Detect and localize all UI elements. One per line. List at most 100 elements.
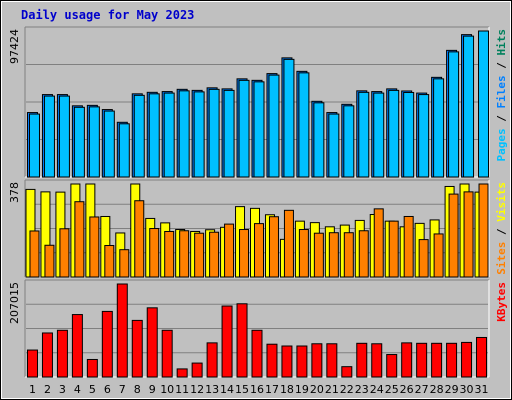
day-label-14: 14 (220, 383, 234, 396)
right-labels: Pages / Files / Hits Sites / Visits KBytes (495, 29, 508, 322)
bar-pages-day-27 (418, 94, 430, 178)
bar-pages-day-16 (253, 81, 265, 178)
bar-sites-day-7 (119, 249, 130, 278)
bar-kbytes-day-31 (476, 336, 488, 378)
bar-pages-day-29 (448, 51, 460, 178)
bar-pages-day-24 (373, 92, 385, 178)
panel-hits: 97424 (8, 26, 490, 178)
bar-kbytes-day-10 (161, 329, 173, 378)
day-label-15: 15 (235, 383, 249, 396)
bar-sites-day-18 (283, 209, 294, 278)
bar-kbytes-day-2 (41, 332, 53, 378)
bar-sites-day-19 (298, 229, 309, 278)
bar-sites-day-15 (239, 229, 250, 278)
bar-sites-day-4 (74, 201, 85, 278)
bar-sites-day-23 (358, 230, 369, 278)
bar-pages-day-10 (163, 92, 175, 178)
legend-part-visits: Visits (495, 182, 508, 222)
bar-kbytes-day-8 (131, 319, 143, 378)
bar-sites-day-13 (209, 231, 220, 278)
day-label-25: 25 (385, 383, 399, 396)
day-label-5: 5 (89, 383, 96, 396)
bar-pages-day-20 (313, 102, 325, 178)
day-label-6: 6 (104, 383, 111, 396)
day-label-26: 26 (400, 383, 414, 396)
panel-visits: 378 (8, 179, 490, 278)
bar-pages-day-18 (283, 58, 295, 178)
day-label-21: 21 (325, 383, 339, 396)
day-label-23: 23 (355, 383, 369, 396)
bar-kbytes-day-25 (386, 354, 398, 378)
bar-pages-day-31 (478, 30, 490, 178)
bar-kbytes-day-14 (221, 305, 233, 378)
day-label-13: 13 (205, 383, 219, 396)
day-label-7: 7 (119, 383, 126, 396)
chart-title: Daily usage for May 2023 (21, 8, 194, 22)
bar-pages-day-26 (403, 91, 415, 178)
bar-pages-day-28 (433, 78, 445, 178)
day-label-11: 11 (175, 383, 189, 396)
bar-sites-day-28 (433, 233, 444, 278)
bar-kbytes-day-1 (26, 349, 38, 378)
bar-sites-day-27 (418, 239, 429, 278)
bar-kbytes-day-23 (356, 342, 368, 378)
bar-pages-day-19 (298, 72, 310, 178)
bar-pages-day-30 (463, 35, 475, 178)
day-label-24: 24 (370, 383, 384, 396)
bar-pages-day-15 (238, 79, 250, 178)
bar-kbytes-day-5 (86, 358, 98, 378)
bar-sites-day-14 (224, 223, 235, 278)
day-label-4: 4 (74, 383, 81, 396)
bar-kbytes-day-7 (116, 283, 128, 378)
bar-sites-day-12 (194, 232, 205, 278)
bar-pages-day-12 (193, 91, 205, 178)
day-label-27: 27 (415, 383, 429, 396)
bar-sites-day-8 (134, 200, 145, 278)
bar-pages-day-1 (28, 113, 40, 178)
bar-pages-day-4 (73, 106, 85, 178)
bar-kbytes-day-27 (416, 342, 428, 378)
legend-kbytes: KBytes (495, 282, 508, 322)
bar-kbytes-day-18 (281, 345, 293, 378)
bar-pages-day-22 (343, 105, 355, 178)
bar-sites-day-26 (403, 215, 414, 278)
bar-pages-day-17 (268, 74, 280, 178)
bar-pages-day-8 (133, 94, 145, 178)
legend-part-sep: / (495, 56, 508, 76)
bar-pages-day-25 (388, 89, 400, 178)
day-label-9: 9 (149, 383, 156, 396)
bar-kbytes-day-6 (101, 310, 113, 378)
legend-part-kbytes: KBytes (495, 282, 508, 322)
bar-pages-day-5 (88, 106, 100, 178)
x-axis: 1 2 3 4 5 6 7 8 9 10 11 12 13 14 15 16 17 18 19 20 21 22 23 24 2… (29, 383, 489, 396)
bar-kbytes-day-24 (371, 343, 383, 378)
day-label-16: 16 (250, 383, 264, 396)
bar-pages-day-6 (103, 110, 115, 178)
bar-sites-day-31 (478, 183, 489, 278)
legend-part-hits: Hits (495, 29, 508, 56)
day-label-20: 20 (310, 383, 324, 396)
bar-kbytes-day-19 (296, 345, 308, 378)
day-label-19: 19 (295, 383, 309, 396)
bar-pages-day-13 (208, 88, 220, 178)
day-label-28: 28 (430, 383, 444, 396)
bar-sites-day-25 (388, 220, 399, 278)
bar-kbytes-day-11 (176, 368, 188, 378)
bar-sites-day-1 (29, 230, 40, 278)
bar-kbytes-day-13 (206, 342, 218, 378)
bar-sites-day-3 (59, 228, 70, 278)
day-label-17: 17 (265, 383, 279, 396)
bar-pages-day-11 (178, 90, 190, 178)
bar-sites-day-20 (313, 232, 324, 278)
bar-pages-day-23 (358, 91, 370, 178)
legend-part-pages: Pages (495, 128, 508, 161)
panels: 97424 378 207015 (8, 26, 490, 378)
bar-sites-day-16 (254, 223, 264, 278)
bar-sites-day-9 (149, 228, 160, 278)
legend-hits: Pages / Files / Hits (495, 29, 508, 162)
day-label-31: 31 (475, 383, 489, 396)
panel-kbytes: 207015 (8, 279, 490, 378)
bar-sites-day-17 (268, 216, 279, 278)
bar-kbytes-day-29 (446, 342, 458, 378)
